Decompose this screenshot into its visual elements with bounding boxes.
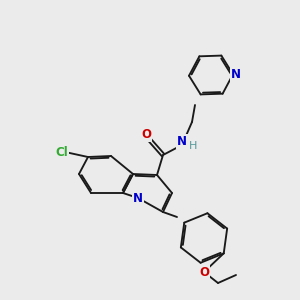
Text: N: N [133,191,143,205]
Text: N: N [231,68,241,81]
Text: O: O [142,128,152,141]
Text: Cl: Cl [56,146,68,158]
Text: O: O [199,266,209,278]
Text: N: N [177,135,187,148]
Text: H: H [189,141,198,151]
